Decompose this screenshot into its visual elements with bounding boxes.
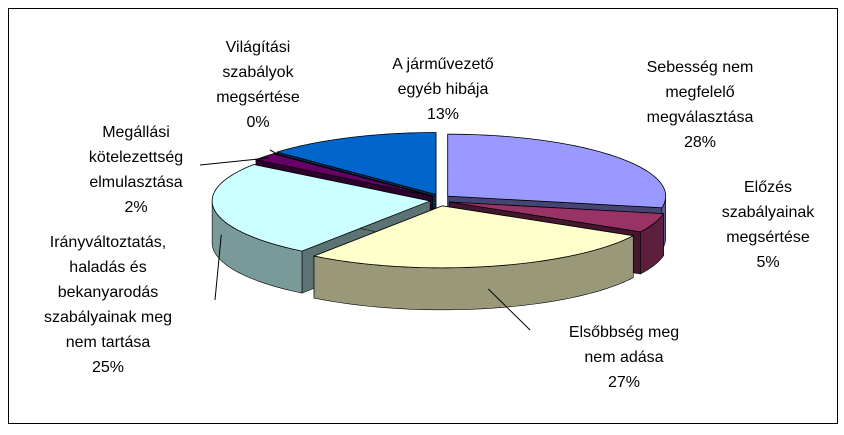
label-line: megsértése [216, 89, 300, 106]
slice [447, 133, 667, 209]
label-line: A járművezető [392, 56, 493, 73]
label-line: nem tartása [66, 334, 151, 351]
label-line: szabályainak meg [44, 309, 172, 326]
value-label: 27% [608, 374, 640, 391]
label-line: kötelezettség [89, 149, 183, 166]
label-line: szabályok [222, 64, 294, 81]
leader-line [199, 157, 270, 166]
slice [275, 132, 437, 196]
label-line: Előzés [744, 179, 792, 196]
category-label: Elsőbbség meg nem adása [569, 324, 679, 366]
label-line: megválasztása [647, 109, 754, 126]
pie [211, 132, 667, 311]
value-label: 13% [427, 106, 459, 123]
label-line: Elsőbbség meg [569, 324, 679, 341]
slice [273, 153, 433, 197]
value-label: 5% [756, 254, 779, 271]
label-line: nem adása [584, 349, 663, 366]
label-line: Megállási [102, 124, 170, 141]
slice [211, 164, 432, 252]
value-label: 28% [684, 134, 716, 151]
category-label: Irányváltoztatás, haladás és bekanyarodás s… [44, 234, 172, 351]
label-line: elmulasztása [89, 174, 182, 191]
slice [449, 201, 665, 233]
label-line: Irányváltoztatás, [50, 234, 167, 251]
label-line: Sebesség nem [647, 59, 754, 76]
leader-line [214, 234, 222, 301]
value-label: 0% [246, 114, 269, 131]
label-line: bekanyarodás [58, 284, 159, 301]
category-label: Sebesség nem megfelelő megválasztása [647, 59, 754, 126]
label-line: haladás és [69, 259, 146, 276]
leader-line [269, 149, 279, 156]
label-line: Világítási [226, 39, 291, 56]
category-label: Megállási kötelezettség elmulasztása [89, 124, 183, 191]
labels: Sebesség nem megfelelő megválasztása 28% Elő… [44, 39, 815, 391]
slice [312, 205, 635, 269]
value-label: 25% [92, 359, 124, 376]
label-line: megsértése [726, 229, 810, 246]
category-label: Világítási szabályok megsértése [216, 39, 300, 106]
category-label: Előzés szabályainak megsértése [722, 179, 816, 246]
label-line: egyéb hibája [398, 81, 489, 98]
label-line: megfelelő [665, 84, 734, 101]
category-label: A járművezető egyéb hibája [392, 56, 493, 98]
value-label: 2% [124, 199, 147, 216]
label-line: szabályainak [722, 204, 816, 221]
leader-line [487, 288, 531, 331]
